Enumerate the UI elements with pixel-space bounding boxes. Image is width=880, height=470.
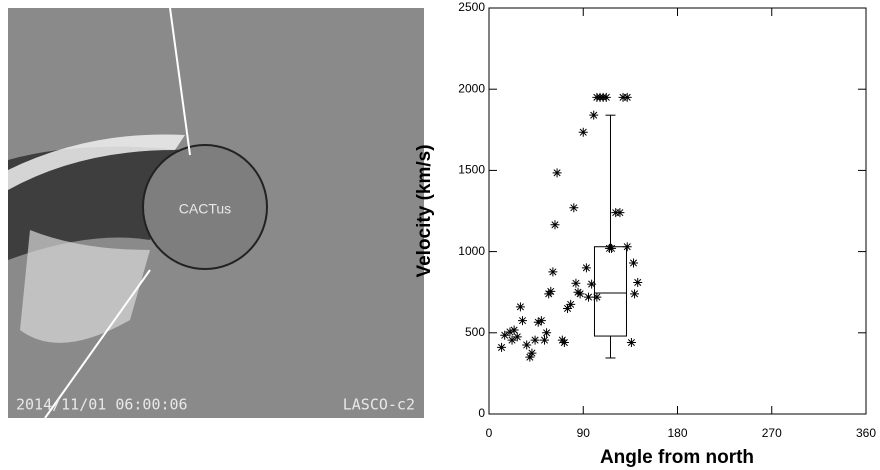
data-point bbox=[505, 327, 515, 337]
y-tick-label: 2500 bbox=[458, 0, 485, 14]
x-tick-label: 360 bbox=[856, 426, 876, 440]
data-point bbox=[559, 338, 569, 348]
y-tick-label: 0 bbox=[478, 406, 485, 420]
data-point bbox=[497, 342, 507, 352]
data-point bbox=[533, 317, 543, 327]
data-point bbox=[626, 338, 636, 348]
data-point bbox=[507, 335, 517, 345]
data-point bbox=[633, 277, 643, 287]
data-point bbox=[589, 110, 599, 120]
x-tick-label: 270 bbox=[762, 426, 782, 440]
data-point bbox=[566, 299, 576, 309]
x-tick-label: 90 bbox=[577, 426, 591, 440]
data-point bbox=[575, 289, 585, 299]
data-point bbox=[563, 303, 573, 313]
data-point bbox=[615, 208, 625, 218]
y-axis-label: Velocity (km/s) bbox=[414, 144, 435, 277]
data-point bbox=[601, 92, 611, 102]
data-point bbox=[592, 292, 602, 302]
y-tick-label: 1000 bbox=[458, 244, 485, 258]
coronagraph-image: CACTus 2014/11/01 06:00:06 LASCO-c2 bbox=[8, 7, 424, 419]
data-point bbox=[607, 243, 617, 253]
cme-bright bbox=[8, 134, 185, 190]
data-point bbox=[546, 286, 556, 296]
data-point bbox=[527, 348, 537, 358]
data-point bbox=[629, 258, 639, 268]
data-point bbox=[583, 292, 593, 302]
data-point bbox=[630, 289, 640, 299]
x-axis-label: Angle from north bbox=[600, 447, 754, 468]
image-timestamp: 2014/11/01 06:00:06 bbox=[16, 396, 188, 414]
y-tick-label: 500 bbox=[465, 325, 485, 339]
data-point bbox=[581, 263, 591, 273]
data-point bbox=[542, 328, 552, 338]
data-point bbox=[512, 332, 522, 342]
angle-line bbox=[169, 7, 191, 156]
angle-line bbox=[44, 269, 151, 419]
data-point bbox=[548, 267, 558, 277]
data-point bbox=[515, 302, 525, 312]
data-point bbox=[552, 168, 562, 178]
data-point bbox=[587, 279, 597, 289]
data-point bbox=[550, 220, 560, 230]
data-point bbox=[571, 278, 581, 288]
data-point bbox=[509, 325, 519, 335]
data-point bbox=[569, 203, 579, 213]
data-point bbox=[518, 316, 528, 326]
data-point bbox=[530, 335, 540, 345]
y-tick-label: 1500 bbox=[458, 163, 485, 177]
data-point bbox=[525, 352, 535, 362]
data-point bbox=[522, 340, 532, 350]
scatter-plot: Angle from north Velocity (km/s) 0 90 180 2… bbox=[414, 0, 876, 468]
image-label: CACTus bbox=[179, 201, 231, 217]
data-point bbox=[540, 335, 550, 345]
image-instrument: LASCO-c2 bbox=[343, 396, 415, 414]
data-point bbox=[500, 330, 510, 340]
plot-frame bbox=[488, 7, 867, 415]
box bbox=[593, 246, 627, 337]
data-point bbox=[578, 127, 588, 137]
cme-dark bbox=[8, 146, 180, 260]
data-point bbox=[622, 92, 632, 102]
data-point bbox=[536, 316, 546, 326]
occulter bbox=[142, 144, 268, 270]
x-tick-label: 180 bbox=[667, 426, 687, 440]
x-tick-label: 0 bbox=[486, 426, 493, 440]
data-point bbox=[622, 242, 632, 252]
y-tick-label: 2000 bbox=[458, 81, 485, 95]
